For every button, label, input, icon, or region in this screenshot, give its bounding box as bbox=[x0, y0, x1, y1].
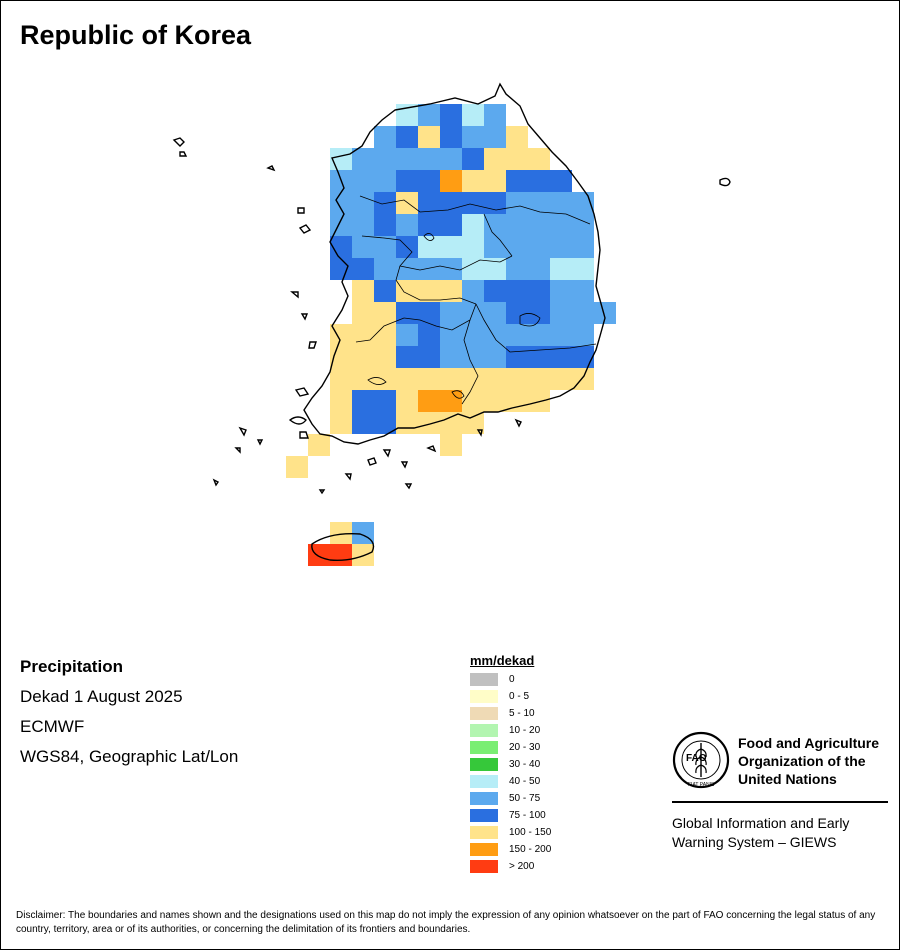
map-title: Republic of Korea bbox=[20, 20, 252, 50]
legend-swatch bbox=[470, 775, 498, 788]
legend-label: > 200 bbox=[509, 861, 535, 872]
org-name-line: United Nations bbox=[738, 771, 837, 787]
legend-item: 50 - 75 bbox=[470, 790, 551, 807]
legend-swatch bbox=[470, 724, 498, 737]
coastline bbox=[172, 82, 731, 562]
legend-item: 10 - 20 bbox=[470, 722, 551, 739]
legend-item: 40 - 50 bbox=[470, 773, 551, 790]
legend-label: 50 - 75 bbox=[509, 793, 541, 804]
legend-label: 75 - 100 bbox=[509, 810, 546, 821]
map-source: ECMWF bbox=[20, 717, 85, 736]
org-name-line: Food and Agriculture bbox=[738, 735, 880, 751]
legend-swatch bbox=[470, 826, 498, 839]
legend-title: mm/dekad bbox=[470, 653, 535, 668]
legend-item: > 200 bbox=[470, 858, 551, 875]
map-projection: WGS84, Geographic Lat/Lon bbox=[20, 747, 239, 766]
legend-swatch bbox=[470, 792, 498, 805]
fao-logo-motto: FIAT PANIS bbox=[688, 782, 715, 788]
legend-item: 30 - 40 bbox=[470, 756, 551, 773]
legend-item: 100 - 150 bbox=[470, 824, 551, 841]
fao-logo: FAO FIAT PANIS bbox=[672, 731, 730, 789]
legend-label: 10 - 20 bbox=[509, 725, 541, 736]
precipitation-grid bbox=[286, 104, 616, 566]
giews-line: Global Information and Early bbox=[672, 815, 850, 831]
legend-item: 75 - 100 bbox=[470, 807, 551, 824]
legend-swatch bbox=[470, 758, 498, 771]
legend-label: 5 - 10 bbox=[509, 708, 535, 719]
legend: 0 0 - 5 5 - 10 10 - 20 20 - 30 30 - 40 40 - 50… bbox=[470, 671, 551, 875]
org-name: Food and Agriculture Organization of the… bbox=[738, 734, 879, 788]
disclaimer: Disclaimer: The boundaries and names sho… bbox=[16, 910, 876, 935]
legend-swatch bbox=[470, 673, 498, 686]
legend-swatch bbox=[470, 860, 498, 873]
province-boundaries bbox=[355, 195, 597, 405]
legend-label: 100 - 150 bbox=[509, 827, 552, 838]
legend-swatch bbox=[470, 809, 498, 822]
legend-item: 0 bbox=[470, 671, 551, 688]
legend-item: 150 - 200 bbox=[470, 841, 551, 858]
legend-swatch bbox=[470, 741, 498, 754]
org-name-line: Organization of the bbox=[738, 753, 866, 769]
legend-label: 30 - 40 bbox=[509, 759, 541, 770]
legend-item: 20 - 30 bbox=[470, 739, 551, 756]
legend-swatch bbox=[470, 690, 498, 703]
legend-label: 20 - 30 bbox=[509, 742, 541, 753]
legend-swatch bbox=[470, 843, 498, 856]
map-period: Dekad 1 August 2025 bbox=[20, 687, 183, 706]
legend-label: 40 - 50 bbox=[509, 776, 541, 787]
giews-name: Global Information and Early Warning Sys… bbox=[672, 814, 849, 852]
fao-logo-letters: FAO bbox=[686, 753, 707, 764]
legend-label: 0 bbox=[509, 674, 515, 685]
legend-label: 0 - 5 bbox=[509, 691, 530, 702]
legend-swatch bbox=[470, 707, 498, 720]
precipitation-map bbox=[172, 82, 731, 566]
map-variable: Precipitation bbox=[20, 657, 123, 676]
giews-line: Warning System – GIEWS bbox=[672, 834, 837, 850]
legend-item: 0 - 5 bbox=[470, 688, 551, 705]
legend-item: 5 - 10 bbox=[470, 705, 551, 722]
logo-divider bbox=[672, 801, 888, 803]
legend-label: 150 - 200 bbox=[509, 844, 552, 855]
